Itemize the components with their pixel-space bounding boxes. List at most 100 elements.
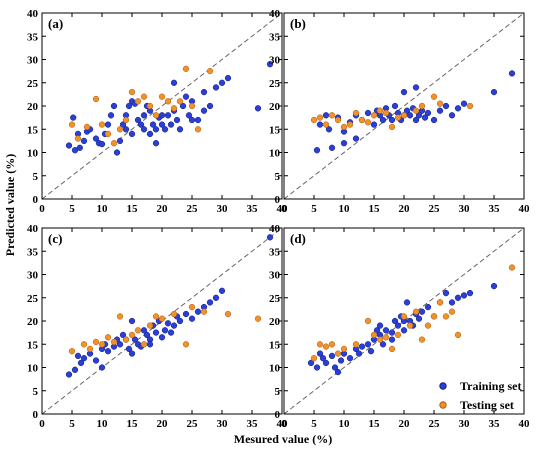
testing-point xyxy=(364,317,372,325)
y-tick-label: 25 xyxy=(269,293,281,305)
testing-point xyxy=(182,341,190,348)
identity-line xyxy=(41,12,283,200)
training-point xyxy=(140,112,148,119)
training-point xyxy=(212,294,220,301)
legend-training-marker xyxy=(439,382,447,390)
y-tick-label: 0 xyxy=(275,194,281,206)
testing-point xyxy=(104,130,112,138)
x-tick-label: 30 xyxy=(459,418,471,430)
training-point xyxy=(266,234,274,241)
testing-point xyxy=(418,336,426,343)
training-point xyxy=(182,310,190,318)
y-tick-label: 5 xyxy=(275,386,281,398)
x-tick-label: 0 xyxy=(39,418,45,430)
training-point xyxy=(376,322,384,329)
training-point xyxy=(188,315,196,322)
testing-point xyxy=(322,121,330,128)
testing-point xyxy=(110,338,118,346)
training-point xyxy=(74,352,82,360)
testing-point xyxy=(442,313,450,320)
training-point xyxy=(179,102,187,110)
training-point xyxy=(319,355,327,362)
identity-line xyxy=(283,12,525,200)
training-point xyxy=(161,126,169,133)
testing-point xyxy=(104,334,112,341)
y-tick-label: 15 xyxy=(269,124,281,136)
x-tick-label: 25 xyxy=(429,203,441,215)
training-point xyxy=(131,336,139,343)
testing-point xyxy=(436,100,444,107)
y-tick-label: 30 xyxy=(269,55,281,67)
training-point xyxy=(460,100,468,107)
training-point xyxy=(415,112,423,119)
testing-point xyxy=(80,341,88,348)
training-point xyxy=(346,355,354,362)
training-point xyxy=(442,289,450,297)
training-point xyxy=(128,350,136,357)
y-tick-label: 30 xyxy=(27,270,39,282)
training-point xyxy=(92,357,100,364)
testing-point xyxy=(152,112,160,119)
testing-point xyxy=(424,322,432,329)
x-tick-label: 5 xyxy=(311,203,317,215)
training-point xyxy=(125,102,133,110)
testing-point xyxy=(158,93,166,100)
testing-point xyxy=(406,322,414,329)
y-tick-label: 35 xyxy=(269,246,281,258)
testing-point xyxy=(92,338,100,346)
training-point xyxy=(364,341,372,348)
x-tick-label: 20 xyxy=(399,418,411,430)
x-tick-label: 30 xyxy=(459,203,471,215)
testing-point xyxy=(170,310,178,318)
training-point xyxy=(454,294,462,301)
testing-point xyxy=(454,331,462,339)
testing-point xyxy=(68,121,76,128)
training-point xyxy=(104,348,112,355)
training-point xyxy=(412,116,420,124)
training-point xyxy=(337,357,345,364)
y-tick-label: 20 xyxy=(269,101,281,113)
training-point xyxy=(442,102,450,110)
training-point xyxy=(382,327,390,334)
training-point xyxy=(182,93,190,100)
training-point xyxy=(212,84,220,91)
identity-line xyxy=(41,227,283,415)
training-point xyxy=(364,109,372,117)
y-axis-title: Predicted value (%) xyxy=(3,154,17,256)
y-tick-label: 15 xyxy=(27,124,39,136)
training-point xyxy=(164,320,172,327)
training-point xyxy=(167,121,175,128)
training-point xyxy=(113,149,121,156)
training-point xyxy=(394,322,402,329)
y-tick-label: 15 xyxy=(27,339,39,351)
training-point xyxy=(406,112,414,119)
testing-point xyxy=(140,341,148,348)
testing-point xyxy=(340,345,348,353)
testing-point xyxy=(340,123,348,131)
x-tick-label: 5 xyxy=(311,418,317,430)
testing-point xyxy=(316,341,324,348)
training-point xyxy=(128,130,136,138)
training-point xyxy=(334,368,342,376)
testing-point xyxy=(310,355,318,362)
testing-point xyxy=(400,313,408,320)
training-point xyxy=(152,140,160,147)
training-point xyxy=(65,142,73,149)
y-tick-label: 0 xyxy=(275,409,281,421)
training-point xyxy=(424,109,432,117)
training-point xyxy=(403,299,411,306)
training-point xyxy=(98,140,106,148)
x-tick-label: 0 xyxy=(39,203,45,215)
testing-point xyxy=(200,308,208,315)
training-point xyxy=(224,74,232,82)
testing-point xyxy=(448,308,456,315)
testing-point xyxy=(352,109,360,117)
legend-testing-marker xyxy=(439,401,447,409)
y-tick-label: 10 xyxy=(27,363,39,375)
x-tick-label: 0 xyxy=(281,418,287,430)
testing-point xyxy=(370,112,378,119)
y-tick-label: 5 xyxy=(33,386,39,398)
training-point xyxy=(194,116,202,124)
training-point xyxy=(70,114,77,121)
